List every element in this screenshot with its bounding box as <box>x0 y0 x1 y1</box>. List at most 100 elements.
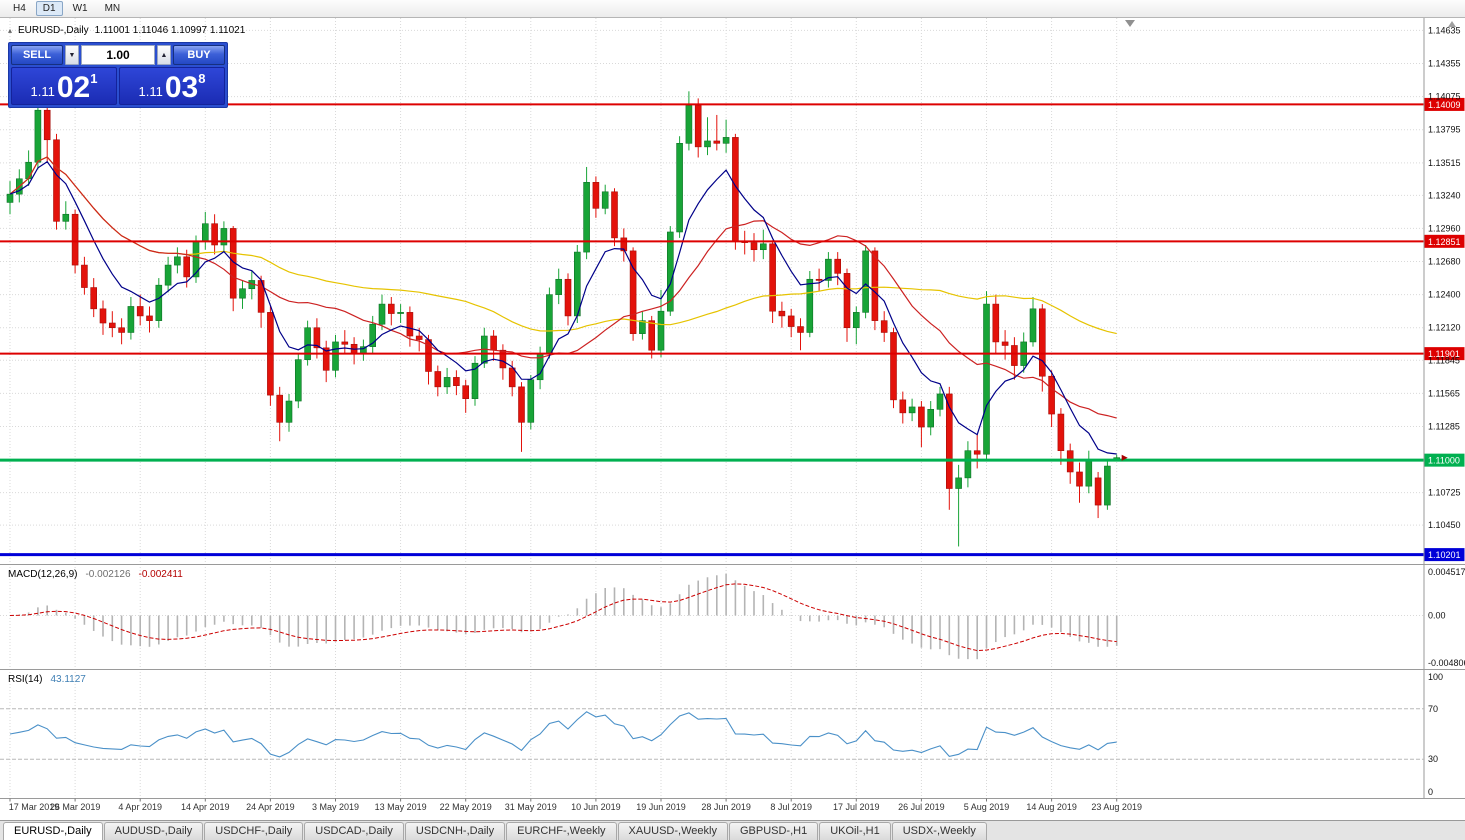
candle-body <box>890 332 897 401</box>
candle-body <box>899 399 907 414</box>
candle-body <box>397 312 404 314</box>
chart-tab[interactable]: USDCNH-,Daily <box>404 822 506 840</box>
sell-price-display[interactable]: 1.11 02 1 <box>11 67 117 105</box>
candle-body <box>666 231 674 312</box>
candle-body <box>490 335 497 351</box>
svg-text:13 May 2019: 13 May 2019 <box>375 802 427 812</box>
chart-tab[interactable]: USDCAD-,Daily <box>304 822 404 840</box>
candle-body <box>648 320 656 351</box>
candle-body <box>834 258 842 274</box>
macd-signal-line <box>9 583 1117 652</box>
candle-body <box>127 306 135 333</box>
candle-body <box>676 143 683 233</box>
chart-tab[interactable]: USDCHF-,Daily <box>204 822 304 840</box>
timeframe-button-d1[interactable]: D1 <box>35 1 63 16</box>
macd-main-value: -0.002126 <box>85 569 131 580</box>
svg-text:70: 70 <box>1428 704 1438 714</box>
candle-body <box>1029 308 1037 343</box>
chart-tab[interactable]: UKOil-,H1 <box>819 822 891 840</box>
candle-body <box>71 213 79 266</box>
candle-body <box>174 256 181 266</box>
svg-text:1.12680: 1.12680 <box>1428 257 1461 267</box>
candle-body <box>573 251 581 317</box>
candle-body <box>294 359 302 402</box>
price-chart[interactable]: 1.14009 1.12851 1.11901 1.11000 1.10201 1.146… <box>0 18 1465 820</box>
candle-body <box>797 326 804 333</box>
svg-text:28 Jun 2019: 28 Jun 2019 <box>701 802 751 812</box>
candle-body <box>43 109 51 141</box>
candle-body <box>25 161 32 180</box>
candle-body <box>1011 345 1018 366</box>
candle-body <box>880 320 888 333</box>
candle-body <box>639 320 646 334</box>
collapse-panel-icon[interactable]: ▴ <box>8 26 13 35</box>
candle-body <box>155 284 163 321</box>
chart-tab[interactable]: USDX-,Weekly <box>891 822 987 840</box>
svg-text:1.11565: 1.11565 <box>1428 388 1460 398</box>
timeframe-toolbar: H4 D1 W1 MN <box>0 0 1465 18</box>
svg-text:22 May 2019: 22 May 2019 <box>440 802 492 812</box>
candle-body <box>183 256 190 278</box>
price-tag <box>1424 347 1465 361</box>
timeframe-button-mn[interactable]: MN <box>104 3 121 14</box>
chart-tab[interactable]: AUDUSD-,Daily <box>103 822 204 840</box>
candle-body <box>936 393 944 410</box>
candle-body <box>81 264 88 288</box>
candle-body <box>806 278 814 333</box>
candle-body <box>983 303 990 455</box>
candle-body <box>592 182 600 209</box>
candle-body <box>973 450 981 455</box>
candle-body <box>685 105 693 144</box>
candle-body <box>332 341 339 371</box>
svg-text:3 May 2019: 3 May 2019 <box>312 802 359 812</box>
candle-body <box>53 139 60 222</box>
chart-tab[interactable]: GBPUSD-,H1 <box>728 822 819 840</box>
chart-shift-marker-icon[interactable] <box>1125 20 1135 27</box>
svg-text:0: 0 <box>1428 787 1433 797</box>
candle-body <box>787 315 795 327</box>
candle-body <box>415 335 423 340</box>
buy-button[interactable]: BUY <box>173 45 225 65</box>
svg-text:1.11000: 1.11000 <box>1428 456 1460 466</box>
chart-tab[interactable]: EURUSD-,Daily <box>3 822 103 840</box>
candle-body <box>239 288 246 299</box>
candle-body <box>406 312 414 337</box>
macd-histogram <box>18 573 1118 660</box>
candle-body <box>313 327 321 349</box>
svg-text:1.11285: 1.11285 <box>1428 421 1460 431</box>
candle-body <box>601 191 609 209</box>
volume-down-button[interactable]: ▼ <box>65 45 79 65</box>
candle-body <box>722 137 730 144</box>
svg-text:23 Aug 2019: 23 Aug 2019 <box>1091 802 1142 812</box>
sell-button[interactable]: SELL <box>11 45 63 65</box>
price-tag <box>1424 97 1465 111</box>
volume-input[interactable]: 1.00 <box>81 45 155 65</box>
svg-text:1.14635: 1.14635 <box>1428 25 1461 35</box>
last-price-marker <box>1121 454 1128 461</box>
candle-body <box>285 400 293 423</box>
macd-name: MACD(12,26,9) <box>8 569 78 580</box>
timeframe-button-w1[interactable]: W1 <box>72 3 88 14</box>
candle-body <box>862 250 869 313</box>
svg-text:31 May 2019: 31 May 2019 <box>505 802 557 812</box>
svg-text:1.10201: 1.10201 <box>1428 550 1461 560</box>
timeframe-button-h4[interactable]: H4 <box>13 3 26 14</box>
buy-price-display[interactable]: 1.11 03 8 <box>119 67 225 105</box>
svg-text:1.11845: 1.11845 <box>1428 355 1460 365</box>
volume-up-button[interactable]: ▲ <box>157 45 171 65</box>
macd-signal-value: -0.002411 <box>138 569 183 580</box>
price-tag <box>1424 234 1465 248</box>
candle-body <box>518 386 525 423</box>
axis-scroll-icon[interactable] <box>1448 21 1456 27</box>
candle-body <box>99 308 107 324</box>
svg-text:1.11901: 1.11901 <box>1428 349 1460 359</box>
candle-body <box>583 182 590 253</box>
chart-tab[interactable]: EURCHF-,Weekly <box>506 822 617 840</box>
svg-text:1.12120: 1.12120 <box>1428 323 1461 333</box>
candle-body <box>304 327 311 360</box>
chart-tab[interactable]: XAUUSD-,Weekly <box>617 822 728 840</box>
svg-text:30: 30 <box>1428 754 1438 764</box>
candle-body <box>713 140 721 144</box>
candle-body <box>90 287 97 310</box>
svg-text:14 Aug 2019: 14 Aug 2019 <box>1026 802 1077 812</box>
